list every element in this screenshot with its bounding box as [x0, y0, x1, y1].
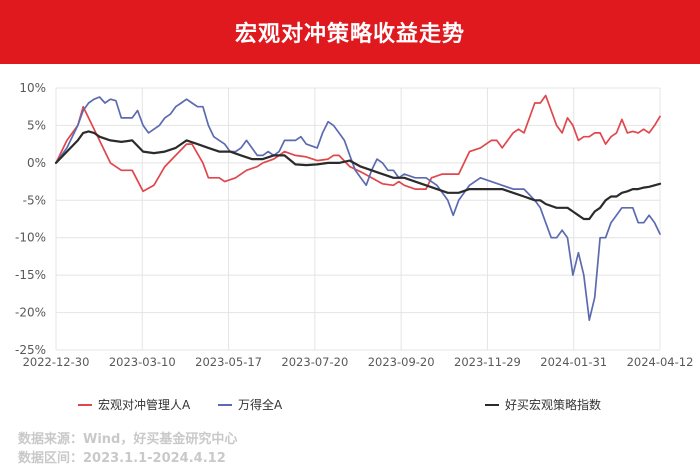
legend-swatch-manager-a	[78, 403, 92, 406]
legend-label-wind-a: 万得全A	[238, 398, 283, 412]
y-tick-label-2: 0%	[27, 156, 46, 170]
x-tick-label-2: 2023-05-17	[195, 355, 262, 369]
y-tick-label-3: -5%	[23, 193, 46, 207]
x-tick-label-6: 2024-01-31	[540, 355, 607, 369]
y-tick-label-7: -25%	[15, 343, 46, 357]
x-tick-label-0: 2022-12-30	[23, 355, 90, 369]
y-tick-label-1: 5%	[27, 118, 46, 132]
x-tick-label-4: 2023-09-20	[368, 355, 435, 369]
legend-label-manager-a: 宏观对冲管理人A	[98, 398, 191, 412]
legend: 宏观对冲管理人A 万得全A 好买宏观策略指数	[0, 396, 700, 418]
x-tick-label-1: 2023-03-10	[109, 355, 176, 369]
y-tick-label-5: -15%	[15, 268, 46, 282]
legend-item-index: 好买宏观策略指数	[485, 396, 601, 413]
chart-area: 10% 5% 0% -5% -10% -15% -20% -25% 2022-12-30 2023…	[0, 64, 700, 404]
series-line-2	[54, 130, 662, 221]
legend-item-manager-a: 宏观对冲管理人A	[78, 396, 190, 413]
y-tick-label-6: -20%	[15, 306, 46, 320]
legend-label-index: 好买宏观策略指数	[505, 398, 602, 412]
y-tick-label-4: -10%	[15, 231, 46, 245]
legend-item-wind-a: 万得全A	[218, 396, 282, 413]
x-tick-label-5: 2023-11-29	[454, 355, 521, 369]
data-source: 数据来源：Wind，好买基金研究中心	[18, 432, 238, 447]
legend-swatch-index	[485, 403, 499, 406]
legend-swatch-wind-a	[218, 403, 232, 406]
data-period: 数据区间：2023.1.1-2024.4.12	[18, 451, 226, 466]
y-tick-label-0: 10%	[19, 81, 46, 95]
series-line-1	[55, 96, 661, 321]
chart-title: 宏观对冲策略收益走势	[234, 22, 465, 47]
x-tick-label-3: 2023-07-20	[281, 355, 348, 369]
series-line-0	[55, 94, 661, 193]
line-chart: 10% 5% 0% -5% -10% -15% -20% -25%2022-12-30 2023…	[15, 81, 694, 369]
x-tick-label-7: 2024-04-12	[627, 355, 694, 369]
title-bar: 宏观对冲策略收益走势	[0, 0, 700, 64]
